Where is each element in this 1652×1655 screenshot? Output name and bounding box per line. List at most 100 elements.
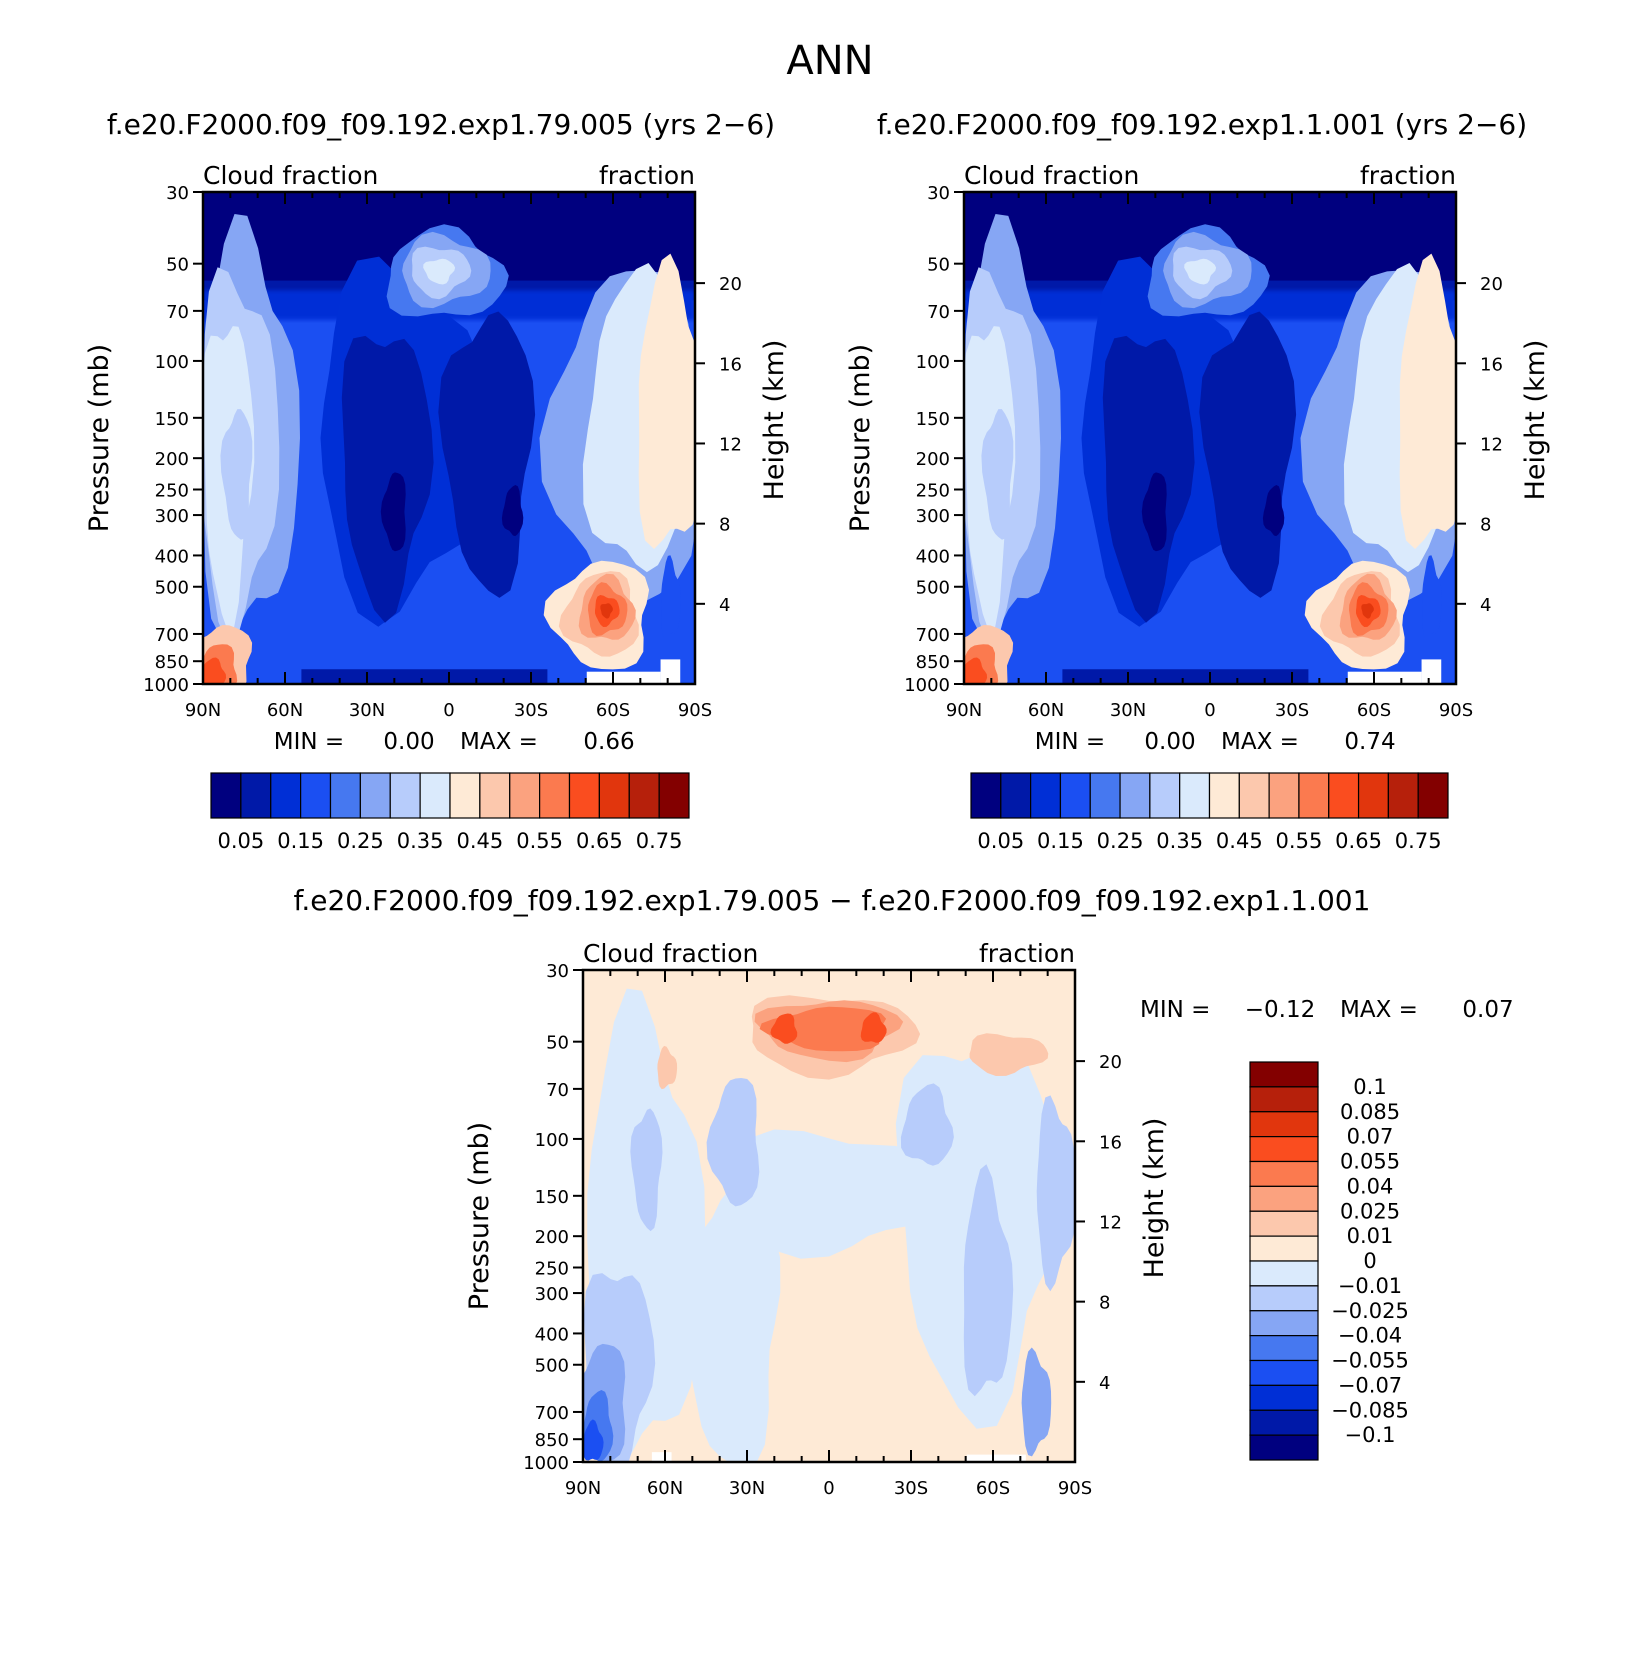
colorbar-label: 0.07: [1347, 1125, 1394, 1149]
y-tick-label: 200: [535, 1227, 569, 1248]
y-tick-label: 400: [535, 1324, 569, 1345]
colorbar-label: 0: [1363, 1249, 1376, 1273]
y2-tick-label: 8: [1099, 1293, 1110, 1314]
max-value: 0.74: [1344, 729, 1395, 755]
colorbar-swatch: [1179, 772, 1211, 819]
colorbar-swatch: [1249, 1235, 1319, 1262]
y-tick-label: 700: [155, 625, 189, 646]
panel-difference-title: f.e20.F2000.f09_f09.192.exp1.79.005 − f.…: [294, 884, 1371, 917]
x-tick-label: 0: [443, 700, 454, 721]
colorbar-swatch: [359, 772, 391, 819]
y-tick-label: 70: [166, 302, 189, 323]
colorbar-swatch: [329, 772, 361, 819]
colorbar-swatch: [1249, 1434, 1319, 1461]
y-axis-label: Pressure (mb): [464, 1122, 495, 1310]
contour-region: [770, 1013, 798, 1044]
contour-region: [638, 253, 695, 549]
contour-field: [964, 192, 1456, 684]
contour-region: [1102, 335, 1195, 623]
y2-tick-label: 12: [1099, 1212, 1122, 1233]
y2-tick-label: 20: [719, 274, 742, 295]
y-tick-label: 400: [155, 546, 189, 567]
colorbar-swatch: [1238, 772, 1270, 819]
x-tick-label: 30S: [514, 700, 548, 721]
contour-region: [583, 1419, 604, 1461]
colorbar-label: 0.35: [1156, 829, 1203, 853]
colorbar-swatch: [1089, 772, 1121, 819]
y-tick-label: 850: [535, 1430, 569, 1451]
right-corner-label: fraction: [979, 939, 1075, 968]
colorbar-label: 0.25: [337, 829, 384, 853]
colorbar-label: 0.45: [456, 829, 503, 853]
y-tick-label: 1000: [143, 675, 189, 696]
y-axis-label: Pressure (mb): [84, 344, 115, 532]
y-tick-label: 50: [546, 1033, 569, 1054]
colorbar-label: 0.085: [1340, 1100, 1400, 1124]
x-tick-label: 90N: [565, 1478, 601, 1499]
x-tick-label: 60S: [596, 700, 630, 721]
min-label: MIN =: [1035, 729, 1105, 755]
y-tick-label: 30: [166, 183, 189, 204]
y-tick-label: 250: [535, 1258, 569, 1279]
y-tick-label: 1000: [523, 1453, 569, 1474]
contour-band: [1062, 669, 1309, 684]
colorbar-label: 0.01: [1347, 1224, 1394, 1248]
colorbar-label: 0.55: [1276, 829, 1323, 853]
contour-region: [1399, 253, 1456, 549]
y2-tick-label: 8: [719, 515, 730, 536]
colorbar-swatch: [1249, 1384, 1319, 1411]
y-tick-label: 200: [916, 449, 950, 470]
panel-control-title: f.e20.F2000.f09_f09.192.exp1.1.001 (yrs …: [877, 108, 1527, 141]
colorbar-swatch: [539, 772, 571, 819]
colorbar-swatch: [1208, 772, 1240, 819]
missing-data: [660, 659, 681, 684]
contour-region: [380, 472, 406, 552]
y2-axis-label: Height (km): [1139, 1118, 1170, 1279]
contour-region: [900, 1083, 954, 1166]
colorbar-swatch: [658, 772, 690, 819]
colorbar-label: −0.1: [1345, 1423, 1396, 1447]
y-tick-label: 150: [535, 1187, 569, 1208]
missing-data: [1347, 671, 1422, 684]
y2-tick-label: 12: [719, 434, 742, 455]
colorbar-swatch: [1249, 1136, 1319, 1163]
colorbar-swatch: [210, 772, 242, 819]
y-tick-label: 30: [546, 961, 569, 982]
contour-region: [203, 657, 227, 684]
colorbar-label: 0.05: [977, 829, 1024, 853]
x-tick-label: 60S: [1357, 700, 1391, 721]
colorbar-swatch: [1249, 1285, 1319, 1312]
colorbar-swatch: [1357, 772, 1389, 819]
colorbar-swatch: [1387, 772, 1419, 819]
colorbar-label: −0.01: [1338, 1274, 1402, 1298]
x-tick-label: 60N: [647, 1478, 683, 1499]
colorbar: 0.05 0.15 0.25 0.35 0.45 0.55 0.65 0.75: [970, 772, 1449, 853]
colorbar-label: −0.085: [1331, 1398, 1409, 1422]
y-tick-label: 500: [535, 1356, 569, 1377]
colorbar-swatch: [1030, 772, 1062, 819]
colorbar-swatch: [1249, 1260, 1319, 1287]
y-tick-label: 250: [916, 480, 950, 501]
colorbar-swatch: [1149, 772, 1181, 819]
y2-axis-label: Height (km): [1520, 340, 1551, 501]
colorbar-swatch: [1268, 772, 1300, 819]
colorbar-swatch: [970, 772, 1002, 819]
colorbar-label: 0.25: [1097, 829, 1144, 853]
contour-region: [860, 1012, 887, 1043]
colorbar-swatch: [1298, 772, 1330, 819]
max-label: MAX =: [1340, 997, 1418, 1023]
colorbar-label: −0.025: [1331, 1299, 1409, 1323]
y2-tick-label: 4: [719, 595, 730, 616]
min-label: MIN =: [1140, 997, 1210, 1023]
colorbar-swatch: [1249, 1409, 1319, 1436]
y2-tick-label: 16: [1099, 1132, 1122, 1153]
x-tick-label: 30S: [1275, 700, 1309, 721]
missing-data: [1421, 659, 1442, 684]
contour-region: [1361, 603, 1374, 619]
y-tick-label: 850: [916, 652, 950, 673]
contour-region: [657, 1045, 678, 1090]
colorbar-label: 0.1: [1353, 1075, 1386, 1099]
y-tick-label: 300: [155, 506, 189, 527]
x-tick-label: 30N: [729, 1478, 765, 1499]
contour-field: [583, 970, 1075, 1462]
